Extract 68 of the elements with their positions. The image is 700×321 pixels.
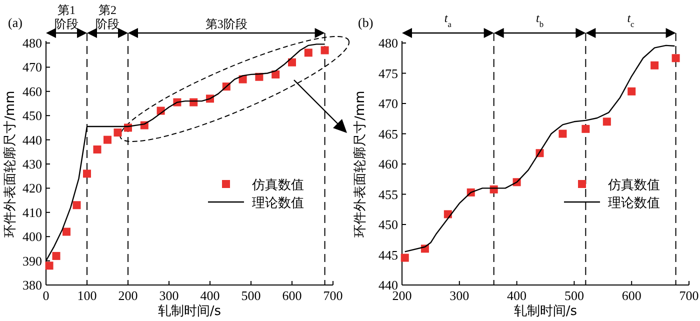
y-tick-label: 480 [378,36,398,50]
point [272,70,280,78]
point [650,61,659,70]
y-tick-label: 470 [22,60,42,75]
text: t$_{b}$ [536,11,544,28]
x-tick-label: 500 [564,288,584,303]
x-tick-label: 400 [200,288,220,303]
y-tick-label: 480 [22,36,42,50]
y-tick-label: 420 [22,180,42,196]
x-tick-label: 0 [42,288,50,303]
y-axis-title: 环件外表面轮廓尺寸/mm [353,90,368,238]
y-tick-label: 400 [22,229,42,244]
point [672,54,680,62]
x-tick-label: 600 [282,288,302,303]
x-tick-label: 300 [450,288,470,303]
point [400,254,409,262]
y-tick-label: 465 [378,126,398,142]
point [582,124,590,133]
y-tick-label: 470 [378,96,398,111]
point [304,48,312,57]
x-tick-label: 600 [622,288,642,303]
point [83,170,91,178]
y-tick-label: 440 [22,132,42,148]
y-tick-label: 410 [22,204,42,220]
legend-label: 仿真数值 [607,178,660,193]
x-axis-title: 轧制时间/s [514,304,578,319]
chart-title: (a) [8,15,22,30]
x-tick-label: 300 [159,288,179,303]
x-tick-label: 700 [323,288,343,303]
y-tick-label: 460 [22,84,42,99]
point [72,201,81,210]
point [45,262,54,270]
text: t$_{c}$ [627,11,635,28]
x-tick-label: 400 [507,288,527,303]
point [52,252,60,260]
point [602,118,611,126]
x-tick-label: 200 [118,288,138,303]
text: 第1阶段 [54,3,78,31]
point [114,128,122,137]
legend-label: 理论数值 [608,196,660,211]
text: 第3阶段 [205,17,248,31]
y-axis-title: 环件外表面轮廓尺寸/mm [3,90,18,238]
y-tick-label: 430 [22,156,42,172]
point [558,130,567,138]
x-tick-label: 700 [679,288,699,303]
point [628,87,636,96]
point [320,46,329,54]
point [93,145,102,154]
legend-label: 仿真数值 [251,178,304,193]
y-tick-label: 475 [378,66,398,81]
point [104,136,112,144]
y-tick-label: 440 [378,278,398,292]
legend-label: 理论数值 [252,196,304,211]
point [288,58,296,66]
x-axis-title: 轧制时间/s [158,304,222,319]
x-tick-label: 100 [77,288,97,303]
y-tick-label: 445 [378,247,398,262]
text: 第2阶段 [96,3,120,31]
y-tick-label: 390 [22,253,42,268]
point [62,228,70,236]
x-tick-label: 500 [241,288,261,303]
y-tick-label: 460 [378,156,398,172]
text: t$_{a}$ [444,11,452,28]
y-tick-label: 380 [22,278,42,292]
y-tick-label: 450 [378,217,398,232]
y-tick-label: 455 [378,186,398,202]
y-tick-label: 450 [22,108,42,124]
chart-title: (b) [358,15,374,30]
